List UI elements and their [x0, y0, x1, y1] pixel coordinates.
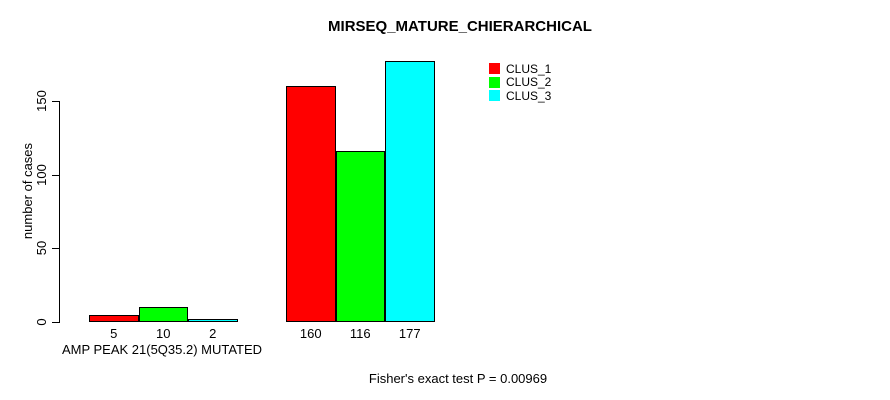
- bar-value-label: 177: [398, 326, 421, 341]
- bar-value-label: 5: [110, 326, 118, 341]
- bar-value-label: 160: [299, 326, 322, 341]
- bar-clus_3-group2: [385, 61, 435, 322]
- y-axis-label: number of cases: [20, 142, 35, 240]
- y-axis-tick: [52, 101, 59, 102]
- annotation-text: Fisher's exact test P = 0.00969: [368, 371, 548, 386]
- y-tick-label: 150: [34, 90, 49, 112]
- bar-clus_2-group2: [335, 151, 385, 322]
- bar-value-label: 116: [349, 326, 371, 341]
- legend-item: CLUS_2: [489, 76, 551, 90]
- legend-swatch-clus_2: [489, 76, 500, 88]
- bar-clus_3-group1: [188, 319, 238, 322]
- legend-item: CLUS_1: [489, 62, 551, 76]
- y-axis-tick: [52, 175, 59, 176]
- legend-swatch-clus_1: [489, 63, 500, 75]
- bar-value-label: 10: [156, 326, 171, 341]
- bar-value-label: 2: [209, 326, 217, 341]
- bar-clus_1-group1: [89, 315, 139, 322]
- x-axis-label: AMP PEAK 21(5Q35.2) MUTATED: [61, 342, 263, 357]
- legend-swatch-clus_3: [489, 90, 500, 102]
- legend-label: CLUS_3: [506, 88, 552, 103]
- y-tick-label: 50: [34, 240, 49, 256]
- legend: CLUS_1 CLUS_2 CLUS_3: [489, 62, 551, 103]
- chart-title: MIRSEQ_MATURE_CHIERARCHICAL: [328, 18, 592, 35]
- legend-item: CLUS_3: [489, 89, 551, 103]
- y-tick-label: 100: [34, 164, 49, 186]
- y-tick-label: 0: [34, 318, 49, 326]
- y-axis-tick: [52, 248, 59, 249]
- bar-clus_2-group1: [138, 307, 188, 322]
- y-axis-tick: [52, 322, 59, 323]
- legend-label: CLUS_2: [506, 75, 552, 90]
- legend-label: CLUS_1: [506, 61, 552, 76]
- bar-clus_1-group2: [286, 86, 336, 322]
- y-axis-line: [59, 101, 60, 323]
